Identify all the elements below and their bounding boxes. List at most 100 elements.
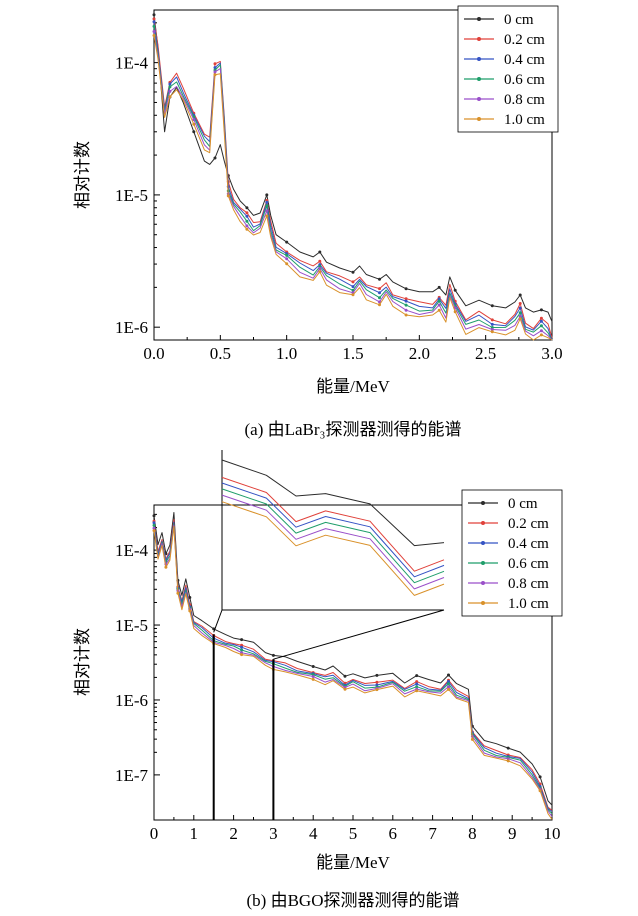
panel-a-series-line-5 bbox=[153, 35, 553, 341]
panel-b-data-point bbox=[447, 673, 450, 677]
panel-a-data-point bbox=[378, 300, 381, 304]
panel-a-data-point bbox=[152, 30, 156, 33]
panel-a-legend-marker bbox=[477, 97, 481, 101]
panel-b-data-point bbox=[415, 682, 419, 686]
panel-b-x-tick-label: 7 bbox=[428, 824, 437, 843]
panel-a-data-point bbox=[192, 122, 196, 126]
panel-a-y-tick-label: 1E-5 bbox=[115, 186, 148, 205]
panel-b-legend: 0 cm 0.2 cm 0.4 cm 0.6 cm 0.8 cm 1.0 cm bbox=[461, 489, 563, 617]
panel-b-axes: 0 1 2 3 4 5 6 7 8 9 10 1E-7 1E-6 1E-5 1E-4 bbox=[115, 513, 561, 843]
panel-a-data-point bbox=[404, 297, 408, 301]
panel-a-x-axis-title: 能量/MeV bbox=[316, 377, 390, 396]
panel-a-data-point bbox=[265, 214, 269, 218]
panel-b-data-point bbox=[415, 685, 419, 689]
panel-b-zoom-link-left bbox=[213, 609, 223, 633]
panel-b-data-point bbox=[240, 648, 244, 652]
panel-b-x-axis-title: 能量/MeV bbox=[316, 853, 390, 872]
panel-a-legend-marker bbox=[477, 77, 481, 81]
panel-b-legend-label: 1.0 cm bbox=[508, 596, 549, 612]
panel-b-data-point bbox=[415, 689, 419, 693]
panel-a-legend: 0 cm 0.2 cm 0.4 cm 0.6 cm 0.8 cm 1.0 cm bbox=[457, 5, 559, 133]
panel-a-x-tick-label: 1.5 bbox=[342, 344, 363, 363]
panel-a-legend-marker bbox=[477, 117, 481, 121]
panel-b-data-point bbox=[375, 683, 379, 687]
panel-a-legend-box bbox=[457, 5, 559, 133]
panel-b-x-tick-label: 9 bbox=[508, 824, 517, 843]
panel-a-data-point bbox=[152, 24, 156, 28]
panel-a-data-point bbox=[437, 303, 441, 307]
panel-b-data-point bbox=[375, 673, 379, 677]
panel-a-data-point bbox=[152, 13, 156, 17]
panel-b-data-point bbox=[506, 759, 510, 763]
panel-a-data-point bbox=[490, 318, 494, 322]
panel-b-y-tick-label: 1E-7 bbox=[115, 766, 149, 785]
panel-b-inset-series-line-5 bbox=[221, 501, 445, 596]
panel-b-data-point bbox=[240, 645, 244, 649]
panel-b-x-tick-label: 5 bbox=[349, 824, 358, 843]
panel-b-zoom-inset bbox=[213, 450, 445, 660]
panel-a-data-point bbox=[453, 310, 457, 314]
panel-b-data-point bbox=[152, 514, 156, 518]
panel-a-data-point bbox=[245, 214, 249, 218]
panel-a-legend-label: 1.0 cm bbox=[504, 112, 545, 128]
panel-a-data-point bbox=[539, 329, 543, 333]
panel-b-data-point bbox=[447, 685, 450, 689]
panel-b-data-point bbox=[343, 687, 347, 691]
panel-a-data-point bbox=[213, 70, 217, 74]
panel-a-y-tick-label: 1E-6 bbox=[115, 318, 148, 337]
panel-a-data-point bbox=[518, 314, 522, 318]
panel-b-data-point bbox=[152, 526, 156, 530]
panel-b-legend-label: 0.8 cm bbox=[508, 576, 549, 592]
panel-b-data-point bbox=[311, 665, 315, 668]
panel-a-x-tick-label: 0.0 bbox=[143, 344, 164, 363]
panel-a-data-point bbox=[226, 194, 230, 198]
panel-b-legend-box bbox=[461, 489, 563, 617]
panel-b-x-tick-label: 1 bbox=[190, 824, 199, 843]
panel-a-data-point bbox=[518, 302, 522, 305]
panel-b-data-point bbox=[447, 682, 450, 686]
panel-a-data-point bbox=[351, 293, 355, 297]
panel-b-legend-marker bbox=[481, 561, 485, 565]
panel-b-data-point bbox=[152, 529, 156, 533]
panel-a-data-point bbox=[437, 299, 441, 303]
panel-a-data-point bbox=[168, 82, 172, 86]
panel-a-data-point bbox=[351, 285, 355, 289]
panel-a-x-tick-label: 0.5 bbox=[210, 344, 231, 363]
panel-a-data-point bbox=[404, 303, 408, 307]
panel-a-legend-label: 0.4 cm bbox=[504, 52, 545, 68]
panel-a-data-point bbox=[213, 73, 217, 77]
panel-a-data-point bbox=[378, 303, 381, 307]
panel-a-data-point bbox=[404, 313, 408, 317]
panel-b-series-line-4 bbox=[153, 524, 553, 817]
panel-a-x-tick-label: 2.0 bbox=[409, 344, 430, 363]
panel-a-chart: 0.0 0.5 1.0 1.5 2.0 2.5 3.0 1E-6 1E-5 1E-4 能量/MeV… bbox=[73, 5, 563, 439]
panel-a-data-point bbox=[285, 262, 289, 266]
panel-a-data-point bbox=[152, 17, 156, 21]
panel-a-legend-label: 0.6 cm bbox=[504, 72, 545, 88]
panel-a-data-point bbox=[318, 267, 322, 270]
panel-b-inset-series-line-1 bbox=[221, 476, 445, 572]
panel-b-inset-series-line-2 bbox=[221, 482, 445, 578]
panel-a-data-point bbox=[378, 277, 381, 281]
panel-a-data-point bbox=[518, 311, 522, 315]
panel-a-data-point bbox=[285, 240, 289, 244]
panel-a-data-point bbox=[245, 219, 249, 223]
panel-a-x-tick-label: 3.0 bbox=[541, 344, 562, 363]
panel-b-x-tick-label: 6 bbox=[389, 824, 398, 843]
panel-a-data-point bbox=[490, 322, 494, 326]
panel-b-legend-marker bbox=[481, 581, 485, 585]
panel-b-data-point bbox=[311, 677, 315, 681]
panel-b-legend-marker bbox=[481, 521, 485, 525]
panel-a-data-point bbox=[245, 224, 249, 228]
panel-a-data-point bbox=[213, 62, 217, 66]
panel-a-data-point bbox=[437, 297, 441, 301]
panel-b-data-point bbox=[447, 687, 450, 691]
panel-a-series-group bbox=[152, 13, 553, 341]
panel-a-data-point bbox=[404, 299, 408, 303]
panel-b-data-point bbox=[415, 680, 419, 684]
panel-b-data-point bbox=[538, 789, 542, 793]
panel-a-data-point bbox=[490, 328, 494, 331]
panel-a-data-point bbox=[265, 204, 269, 208]
panel-a-data-point bbox=[490, 330, 494, 334]
